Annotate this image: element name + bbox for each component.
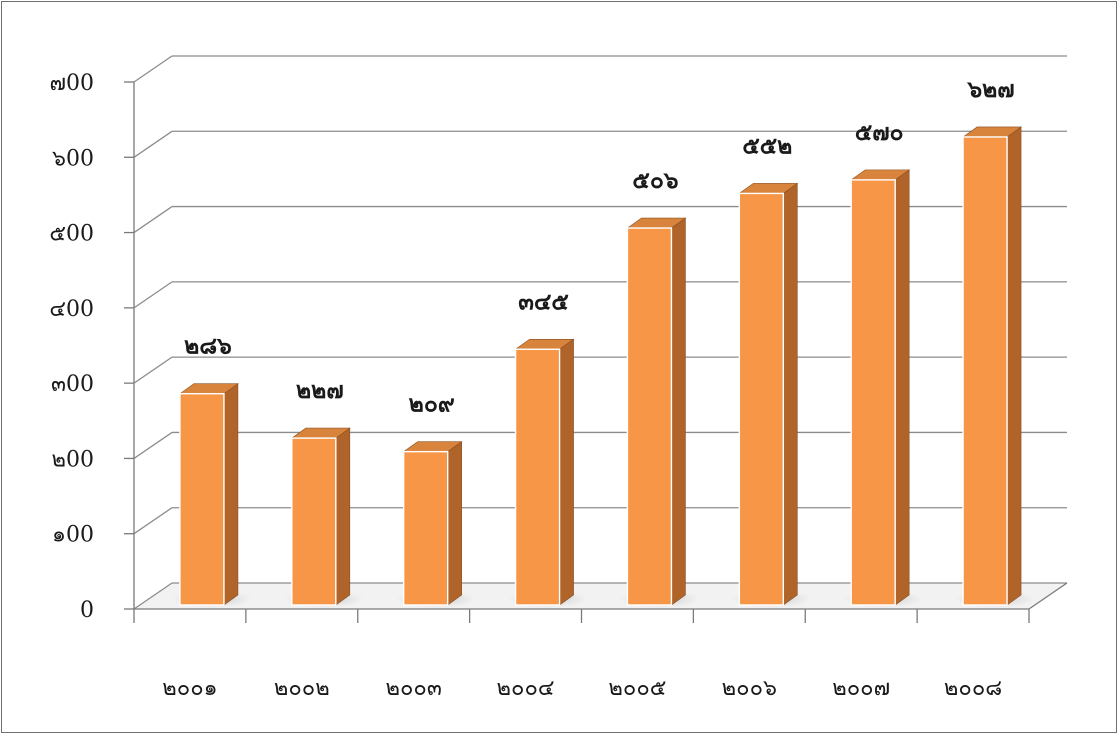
bar-side <box>335 427 351 606</box>
axes <box>124 81 1068 623</box>
y-tick-label: ๔00 <box>49 297 94 322</box>
gridline-wall <box>133 55 173 83</box>
gridline-wall <box>133 356 173 384</box>
bar <box>514 338 575 606</box>
bar <box>850 169 911 606</box>
bar <box>962 126 1022 606</box>
y-tick-label: ๓00 <box>51 372 94 397</box>
gridline-wall <box>133 582 173 610</box>
x-tick-label: ๒๐๐๒ <box>274 676 330 701</box>
bar-side <box>894 169 910 606</box>
gridline-wall <box>133 130 173 158</box>
x-tick-label: ๒๐๐๖ <box>722 676 777 701</box>
y-tick-label: 0 <box>80 598 94 623</box>
y-tick-label: ๖00 <box>52 146 94 171</box>
x-tick-label: ๒๐๐๑ <box>162 676 217 701</box>
bar-front <box>402 450 449 606</box>
y-tick-label: ๒00 <box>52 447 95 472</box>
y-tick-label: ๑00 <box>52 523 94 548</box>
bar <box>626 217 687 606</box>
bar <box>290 427 351 606</box>
bar <box>179 383 239 606</box>
bar-side <box>1006 126 1022 606</box>
data-label: ๕๕๒ <box>742 132 792 159</box>
bar-side <box>223 383 239 606</box>
x-tick-label: ๒๐๐๓ <box>385 676 441 701</box>
gridline-wall <box>133 206 173 234</box>
y-tick-label: ๗00 <box>49 71 94 96</box>
data-label: ๒๐๙ <box>409 391 455 418</box>
bar-side <box>447 441 462 606</box>
floor-plane <box>134 583 1067 609</box>
gridlines <box>133 55 1067 610</box>
bar-front <box>514 348 561 606</box>
bar-front <box>738 192 785 606</box>
bar <box>402 441 463 606</box>
gridline-wall <box>133 431 173 459</box>
data-label: ๒๒๗ <box>296 377 344 404</box>
x-tick-label: ๒๐๐๘ <box>944 676 1002 701</box>
bar <box>738 182 799 606</box>
y-tick-label: ๕00 <box>49 222 94 247</box>
x-tick-label: ๒๐๐๗ <box>832 676 890 701</box>
gridline-wall <box>133 281 173 309</box>
data-label: ๓๔๕ <box>518 288 569 315</box>
x-tick-label: ๒๐๐๕ <box>608 676 666 701</box>
gridline-wall <box>133 507 173 535</box>
x-tick-label: ๒๐๐๔ <box>497 676 555 701</box>
data-label: ๕๐๖ <box>632 167 678 194</box>
bar-front <box>850 179 896 606</box>
bar-side <box>671 217 686 606</box>
bar-side <box>559 338 574 606</box>
floor-edge <box>1028 582 1068 610</box>
bar-front <box>962 136 1008 606</box>
bar-front <box>179 392 225 606</box>
data-label: ๖๒๗ <box>967 76 1015 103</box>
data-label: ๕๗๐ <box>855 119 904 146</box>
bar-front <box>626 227 673 606</box>
bar-side <box>783 182 798 606</box>
bars <box>171 126 1036 608</box>
data-label: ๒๘๖ <box>184 333 232 360</box>
bar-front <box>291 437 337 606</box>
